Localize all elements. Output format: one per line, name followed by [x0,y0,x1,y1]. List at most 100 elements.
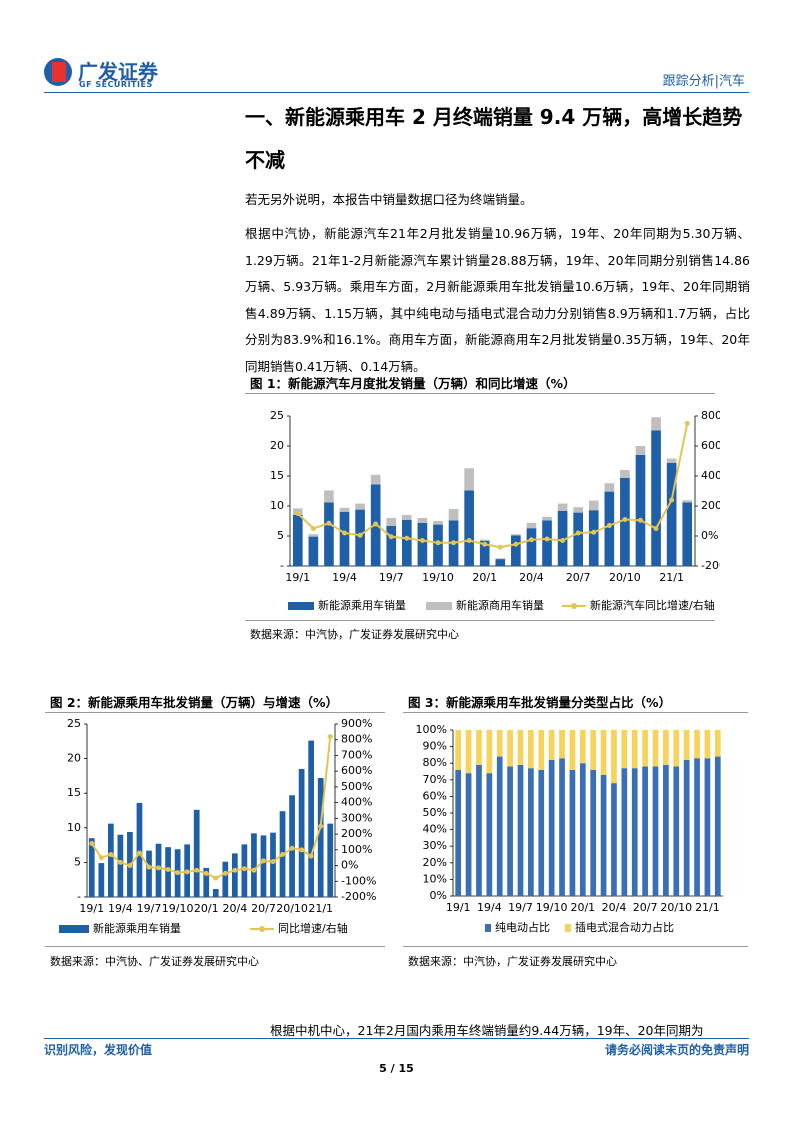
x-tick-label: 21/1 [659,571,684,584]
bar [573,507,584,513]
x-tick-label: 20/7 [251,902,276,915]
legend-label: 新能源乘用车销量 [318,598,406,612]
y2-tick-label: 700% [341,748,372,761]
bar [526,522,537,529]
legend-label: 纯电动占比 [495,920,550,934]
figure-title: 图 3：新能源乘用车批发销量分类型占比（%） [408,695,672,710]
line-point [327,734,333,740]
line-point [684,421,690,426]
footer-left: 识别风险，发现价值 [44,1043,153,1057]
line-point [318,823,324,829]
y2-tick-label: 900% [341,717,372,730]
x-tick-label: 19/1 [285,571,310,584]
bar [631,730,638,769]
line-point [117,859,123,865]
line-point [404,535,410,541]
bar [455,769,462,896]
x-tick-label: 20/10 [609,571,641,584]
y2-tick-label: 800% [341,733,372,746]
line-point [98,855,104,861]
figure-rule [45,946,385,947]
y2-tick-label: 400% [701,469,720,482]
bar [298,768,305,897]
bar [222,861,229,897]
bar [117,834,124,897]
bar [604,483,615,492]
line-point [419,538,425,543]
y2-tick-label: 200% [341,827,372,840]
bar [588,500,599,511]
line-point [270,859,276,865]
y2-tick-label: 0% [701,529,718,542]
line-point [653,526,659,531]
legend-label: 新能源乘用车销量 [93,921,181,935]
bar [486,773,493,896]
bar [714,730,721,757]
y-tick-label: 25 [67,717,81,730]
y-tick-label: 20% [423,856,447,869]
bar [476,764,482,896]
section-heading: 一、新能源乘用车 2 月终端销量 9.4 万辆，高增长趋势不减 [245,105,743,172]
bar [611,783,617,896]
bar [339,512,350,566]
series-line [297,423,689,549]
line-point [289,845,295,851]
figure-rule [45,712,385,713]
bar [339,507,350,512]
y2-tick-label: 100% [341,843,372,856]
x-tick-label: 20/1 [570,901,595,914]
line-point [295,511,301,516]
bar [308,534,319,537]
x-tick-label: 19/1 [446,901,471,914]
y-tick-label: 5 [74,855,81,868]
bar [292,515,303,566]
bar [465,773,472,896]
line-point [108,852,114,858]
x-tick-label: 19/7 [137,902,162,915]
line-point [310,526,316,531]
bar [604,491,615,566]
bar [635,446,646,455]
bar [511,535,521,566]
bar [231,853,238,897]
paragraph: 根据中汽协，新能源汽车21年2月批发销量10.96万辆，19年、20年同期为5.… [245,226,750,374]
line-point [482,541,488,547]
figure-rule [245,620,715,621]
bar [386,525,397,566]
bar [496,730,503,757]
bar [651,417,661,431]
bar [694,758,700,896]
bar [682,500,693,503]
bar [507,730,513,767]
y-tick-label: 40% [423,823,447,836]
line-point [466,538,472,543]
line-point [251,867,257,873]
bar [682,502,693,566]
line-point [213,875,219,881]
y-tick-label: 15 [270,469,284,482]
bar [401,515,412,520]
line-point [497,544,503,550]
legend-swatch [59,925,89,933]
x-tick-label: 19/10 [422,571,454,584]
x-tick-label: 20/4 [602,901,627,914]
y2-tick-label: 0% [341,859,358,872]
x-tick-label: 20/10 [276,902,308,915]
logo-text: 广发证券 [78,60,158,84]
bar [455,730,462,770]
chart: 0% 10% 20% 30% 40% 50% 60% 70% 80% 90% 100% 19/1 19/… [416,723,723,934]
bar [495,559,506,566]
line-point [156,865,162,871]
bar [98,863,105,897]
bar [464,490,474,566]
bar [542,516,552,521]
bar [417,518,428,523]
line-point [373,521,379,527]
chart: - 5 10 15 20 25 -200% 0% 200% 400% 600% 800% 19/1 19/… [270,409,720,612]
line-point [606,523,612,528]
bar [621,768,628,896]
x-tick-label: 19/4 [477,901,502,914]
bar [663,764,669,896]
y-tick-label: 15 [67,786,81,799]
